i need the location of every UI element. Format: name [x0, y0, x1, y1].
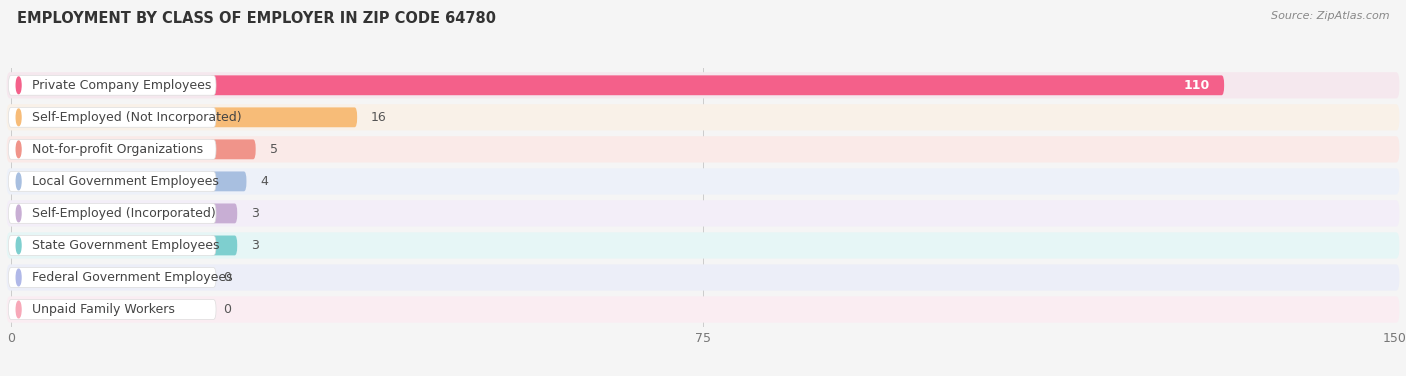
FancyBboxPatch shape — [7, 104, 1399, 130]
FancyBboxPatch shape — [7, 296, 1399, 323]
Text: Source: ZipAtlas.com: Source: ZipAtlas.com — [1271, 11, 1389, 21]
FancyBboxPatch shape — [8, 75, 217, 95]
Text: 4: 4 — [260, 175, 269, 188]
Text: EMPLOYMENT BY CLASS OF EMPLOYER IN ZIP CODE 64780: EMPLOYMENT BY CLASS OF EMPLOYER IN ZIP C… — [17, 11, 496, 26]
FancyBboxPatch shape — [209, 235, 238, 255]
Circle shape — [17, 109, 21, 126]
Text: Local Government Employees: Local Government Employees — [31, 175, 218, 188]
FancyBboxPatch shape — [7, 72, 1399, 99]
Circle shape — [17, 237, 21, 254]
FancyBboxPatch shape — [8, 235, 217, 255]
Circle shape — [17, 205, 21, 222]
FancyBboxPatch shape — [209, 139, 256, 159]
FancyBboxPatch shape — [8, 300, 217, 320]
Text: Private Company Employees: Private Company Employees — [31, 79, 211, 92]
FancyBboxPatch shape — [8, 268, 217, 287]
FancyBboxPatch shape — [209, 75, 1225, 95]
Text: Self-Employed (Not Incorporated): Self-Employed (Not Incorporated) — [31, 111, 242, 124]
Text: Not-for-profit Organizations: Not-for-profit Organizations — [31, 143, 202, 156]
FancyBboxPatch shape — [7, 136, 1399, 162]
FancyBboxPatch shape — [8, 139, 217, 159]
FancyBboxPatch shape — [7, 264, 1399, 291]
Circle shape — [17, 77, 21, 94]
Text: 3: 3 — [252, 239, 259, 252]
FancyBboxPatch shape — [8, 108, 217, 127]
Circle shape — [17, 301, 21, 318]
Text: Unpaid Family Workers: Unpaid Family Workers — [31, 303, 174, 316]
FancyBboxPatch shape — [7, 200, 1399, 227]
FancyBboxPatch shape — [209, 108, 357, 127]
FancyBboxPatch shape — [7, 232, 1399, 259]
Text: 0: 0 — [224, 271, 232, 284]
Text: 3: 3 — [252, 207, 259, 220]
FancyBboxPatch shape — [209, 203, 238, 223]
Circle shape — [17, 173, 21, 190]
Text: 110: 110 — [1184, 79, 1211, 92]
FancyBboxPatch shape — [8, 203, 217, 223]
FancyBboxPatch shape — [209, 171, 246, 191]
Text: State Government Employees: State Government Employees — [31, 239, 219, 252]
FancyBboxPatch shape — [7, 168, 1399, 194]
FancyBboxPatch shape — [8, 171, 217, 191]
Circle shape — [17, 141, 21, 158]
Text: 5: 5 — [270, 143, 277, 156]
Text: 16: 16 — [371, 111, 387, 124]
Text: Federal Government Employees: Federal Government Employees — [31, 271, 232, 284]
Circle shape — [17, 269, 21, 286]
Text: 0: 0 — [224, 303, 232, 316]
Text: Self-Employed (Incorporated): Self-Employed (Incorporated) — [31, 207, 215, 220]
